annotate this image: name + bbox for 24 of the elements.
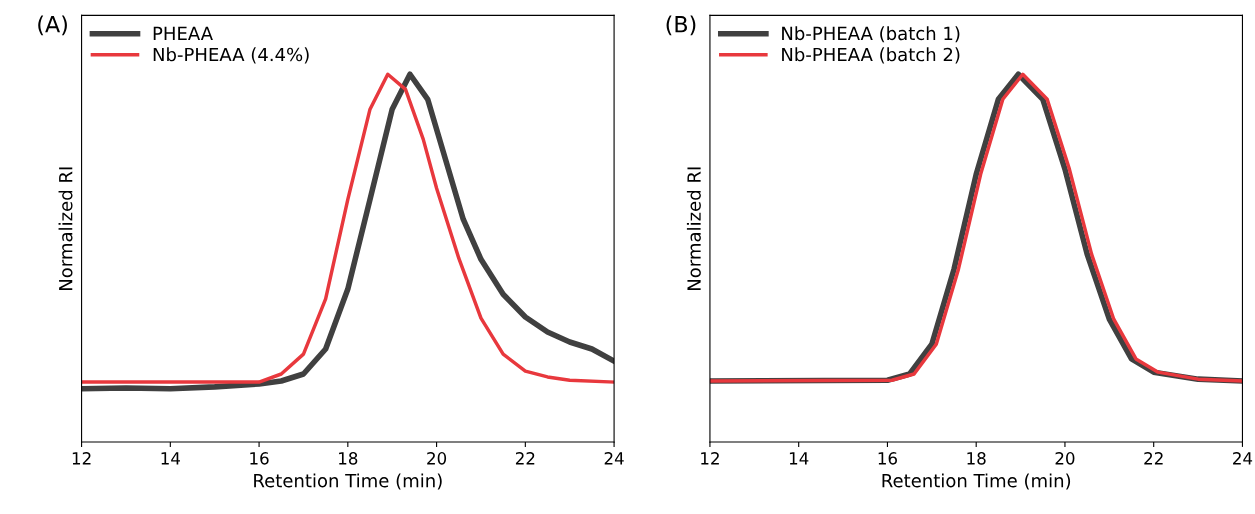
- y-axis-title: Normalized RI: [686, 167, 701, 290]
- legend-label: Nb-PHEAA (batch 1): [782, 26, 960, 43]
- x-tick-label: 18: [967, 452, 986, 465]
- x-axis-title: Retention Time (min): [254, 473, 442, 490]
- legend-label: PHEAA: [153, 26, 213, 40]
- x-axis-title: Retention Time (min): [882, 473, 1071, 490]
- x-tick-label: 16: [878, 452, 897, 465]
- text: (B): [666, 15, 696, 36]
- x-tick-label: 16: [250, 452, 269, 465]
- x-tick-label: 20: [427, 452, 447, 465]
- x-tick-label: 12: [701, 452, 719, 465]
- x-tick-label: 24: [1233, 452, 1253, 465]
- x-tick-label: 14: [789, 452, 809, 465]
- y-axis-title: Normalized RI: [58, 167, 73, 290]
- x-tick-label: 12: [72, 452, 91, 465]
- x-tick-label: 18: [339, 452, 358, 465]
- x-tick-label: 20: [1055, 452, 1075, 465]
- text: (A): [38, 15, 67, 36]
- legend-label: Nb-PHEAA (4.4%): [153, 47, 309, 64]
- x-tick-label: 22: [1144, 452, 1163, 465]
- x-tick-label: 14: [161, 452, 180, 465]
- x-tick-label: 22: [515, 452, 535, 465]
- x-tick-label: 24: [604, 452, 624, 465]
- legend-label: Nb-PHEAA (batch 2): [782, 47, 960, 64]
